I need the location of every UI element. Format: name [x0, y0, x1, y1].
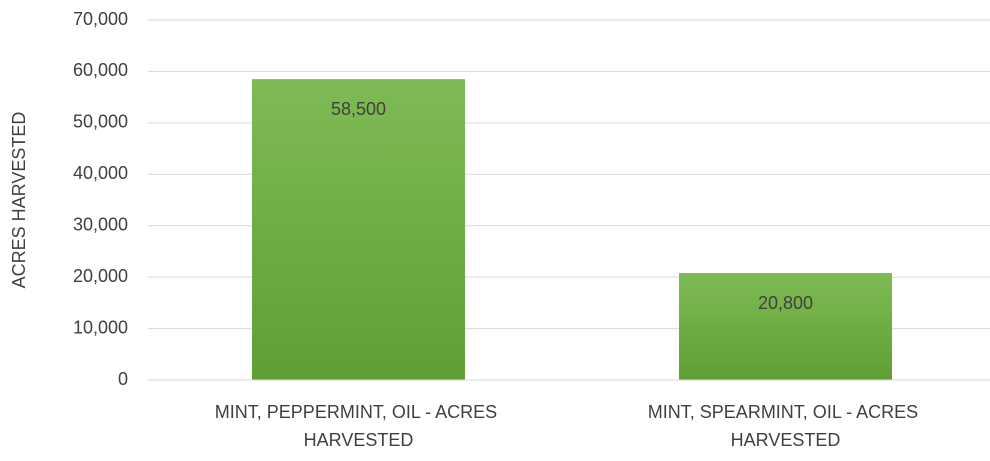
x-tick-label: MINT, SPEARMINT, OIL - ACRES HARVESTED: [648, 402, 923, 450]
y-tick-label: 30,000: [73, 214, 128, 234]
bar: [251, 79, 466, 381]
y-tick-label: 10,000: [73, 317, 128, 337]
y-tick-label: 40,000: [73, 163, 128, 183]
y-tick-label: 50,000: [73, 112, 128, 132]
y-axis-title: ACRES HARVESTED: [9, 112, 29, 289]
y-tick-label: 60,000: [73, 60, 128, 80]
y-tick-label: 0: [118, 369, 128, 389]
y-tick-label: 20,000: [73, 266, 128, 286]
y-tick-label: 70,000: [73, 9, 128, 29]
data-label: 20,800: [758, 293, 813, 313]
data-label: 58,500: [331, 99, 386, 119]
x-tick-label: MINT, PEPPERMINT, OIL - ACRES HARVESTED: [215, 402, 502, 450]
bar: [678, 273, 893, 380]
